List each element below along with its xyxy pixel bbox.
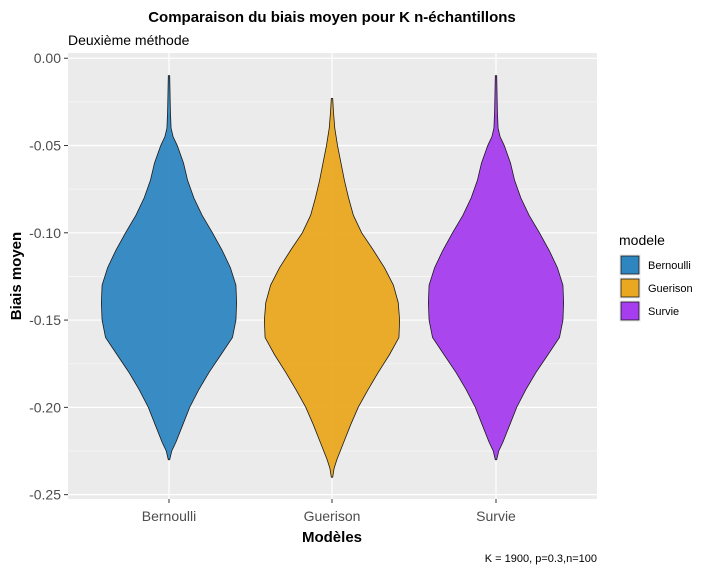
y-axis-label: Biais moyen xyxy=(8,232,25,320)
chart-subtitle: Deuxième méthode xyxy=(68,32,190,48)
x-tick-label: Bernoulli xyxy=(142,508,196,524)
legend-swatch xyxy=(620,255,640,275)
violin-guerison xyxy=(263,97,401,478)
violin-survie xyxy=(427,75,565,461)
y-tick-label: -0.25 xyxy=(29,487,61,503)
legend-label: Survie xyxy=(648,306,679,318)
violins xyxy=(100,75,565,478)
y-tick-label: -0.05 xyxy=(29,138,61,154)
y-tick-label: 0.00 xyxy=(34,50,61,66)
legend-title: modele xyxy=(619,232,665,248)
legend-swatch xyxy=(620,278,640,298)
legend-label: Guerison xyxy=(648,283,693,295)
violin-bernoulli xyxy=(100,75,238,461)
legend-swatch xyxy=(620,301,640,321)
legend-label: Bernoulli xyxy=(648,260,691,272)
y-axis: 0.00 -0.05 -0.10 -0.15 -0.20 -0.25 xyxy=(29,50,68,503)
legend: modele Bernoulli Guerison Survie xyxy=(619,232,693,322)
y-tick-label: -0.10 xyxy=(29,225,61,241)
chart-caption: K = 1900, p=0.3,n=100 xyxy=(485,553,597,565)
x-tick-label: Guerison xyxy=(304,508,361,524)
x-tick-label: Survie xyxy=(476,508,516,524)
y-tick-label: -0.20 xyxy=(29,399,61,415)
x-axis: Bernoulli Guerison Survie xyxy=(142,499,516,524)
y-tick-label: -0.15 xyxy=(29,312,61,328)
x-axis-label: Modèles xyxy=(302,529,362,546)
chart-title: Comparaison du biais moyen pour K n-écha… xyxy=(148,9,516,26)
